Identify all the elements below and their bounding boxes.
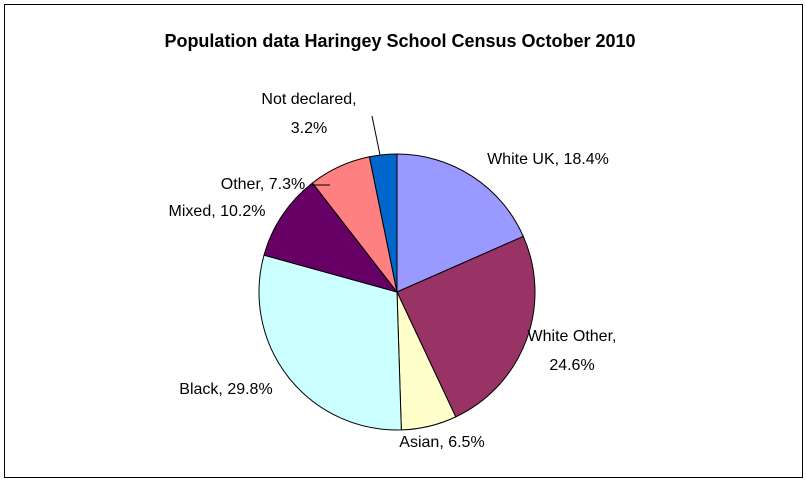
slice-label: White UK, 18.4%: [487, 151, 609, 168]
slice-label: Not declared, 3.2%: [261, 91, 356, 137]
leader-line: [371, 115, 381, 156]
slice-label-line: White UK, 18.4%: [487, 151, 609, 168]
slice-label-line: 24.6%: [549, 357, 594, 374]
slice-label-line: Not declared,: [261, 91, 356, 108]
chart-title: Population data Haringey School Census O…: [164, 31, 635, 51]
slice-label-line: Black, 29.8%: [179, 381, 272, 398]
slice-label: Asian, 6.5%: [399, 434, 484, 451]
pie-slice: [396, 153, 524, 293]
slice-label-line: Mixed, 10.2%: [169, 203, 266, 220]
slice-label-line: Other, 7.3%: [221, 176, 306, 193]
slice-label: Mixed, 10.2%: [169, 203, 266, 220]
slice-label-line: Asian, 6.5%: [399, 434, 484, 451]
slice-label: Black, 29.8%: [179, 381, 272, 398]
pie-slice: [258, 254, 402, 431]
slice-label: Other, 7.3%: [221, 176, 306, 193]
pie-slice: [368, 153, 398, 293]
pie-slice: [263, 182, 399, 293]
slice-label: White Other, 24.6%: [528, 328, 617, 374]
slice-label-line: 3.2%: [291, 120, 327, 137]
slice-label-line: White Other,: [528, 328, 617, 345]
pie-slice: [396, 235, 536, 418]
